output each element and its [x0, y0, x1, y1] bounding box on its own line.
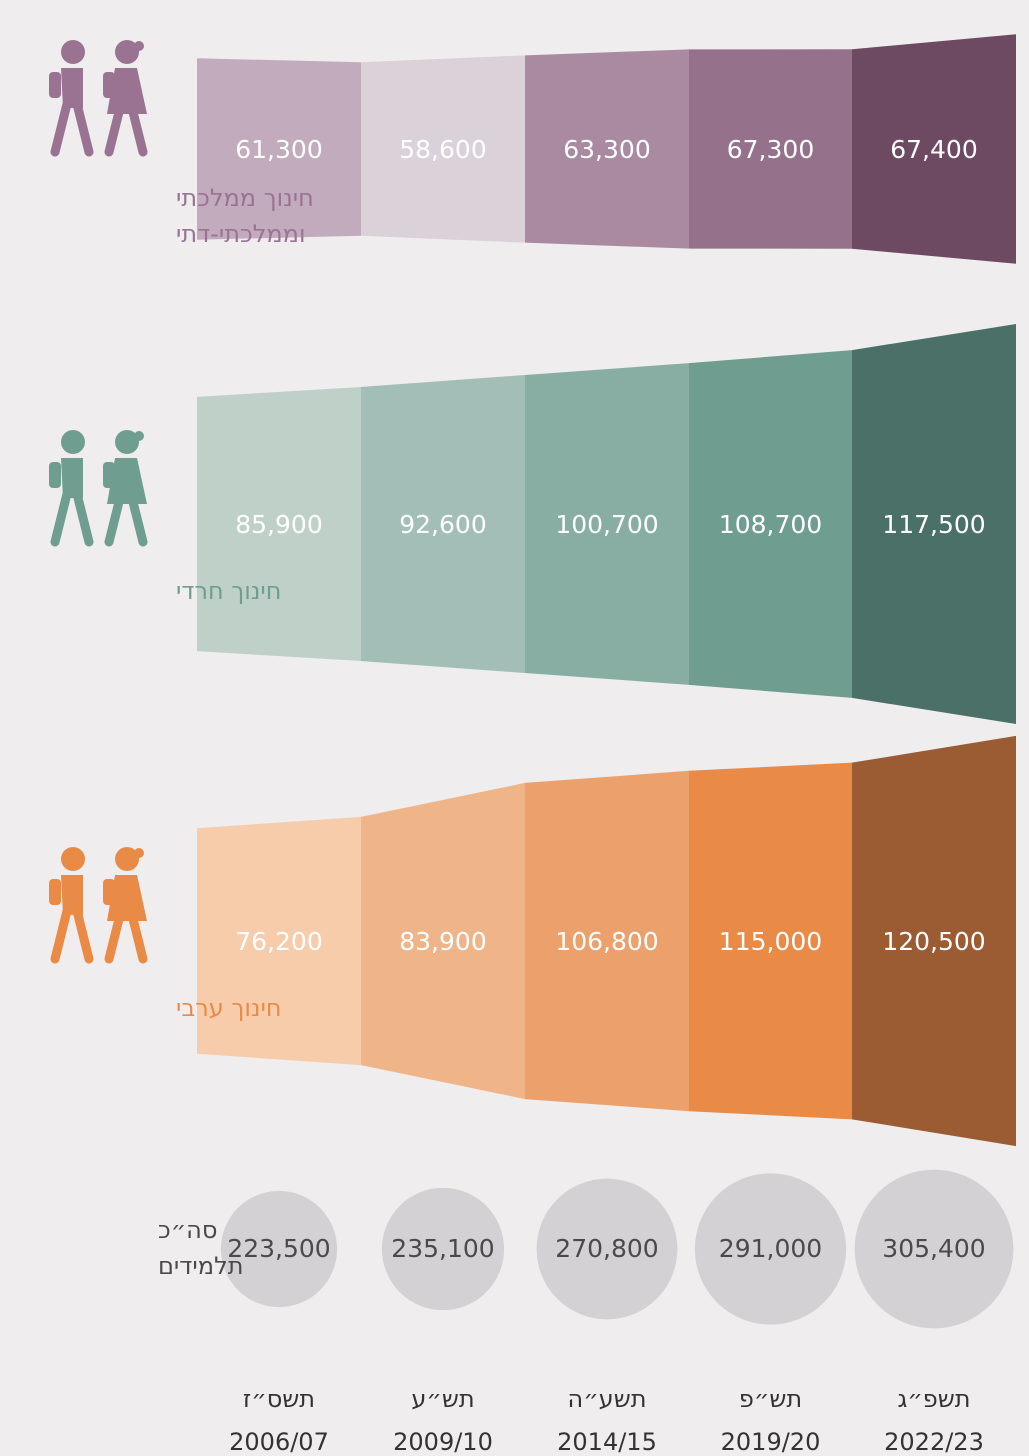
icon-head [61, 40, 85, 64]
icon-backpack [103, 462, 115, 488]
total-circle [381, 1187, 505, 1311]
icon-backpack [49, 72, 61, 98]
band-segment [525, 49, 689, 249]
icon-backpack [103, 72, 115, 98]
total-label: 291,000 [719, 1234, 822, 1263]
value-label: 76,200 [235, 927, 322, 956]
value-label: 108,700 [719, 510, 822, 539]
value-label: 85,900 [235, 510, 322, 539]
icon-leg [104, 489, 126, 547]
x-tick-label: תש״ע [411, 1385, 474, 1413]
band-segment [689, 49, 852, 249]
total-circle [854, 1169, 1014, 1329]
total-circle [220, 1190, 338, 1308]
icon-leg [50, 99, 72, 157]
x-tick-label: תשע״ה [568, 1385, 647, 1413]
x-tick-year: 2022/23 [884, 1428, 984, 1456]
icon-body [61, 458, 83, 498]
total-circle [694, 1173, 847, 1325]
band-segment [197, 816, 361, 1066]
icon-leg [126, 489, 148, 547]
value-label: 106,800 [555, 927, 658, 956]
band-segment [852, 34, 1016, 264]
icon-leg [126, 906, 148, 964]
value-label: 67,300 [727, 135, 814, 164]
x-tick-label: תש״פ [739, 1385, 802, 1413]
total-label: 235,100 [391, 1234, 494, 1263]
total-label: 270,800 [555, 1234, 658, 1263]
band-segment [525, 770, 689, 1112]
band-segment [197, 386, 361, 662]
value-label: 117,500 [882, 510, 985, 539]
band-segment [197, 58, 361, 240]
value-label: 115,000 [719, 927, 822, 956]
icon-body [61, 875, 83, 915]
x-tick-label: תשס״ז [243, 1385, 315, 1413]
student-icon [49, 40, 148, 157]
band-segment [689, 350, 852, 698]
x-tick-year: 2019/20 [721, 1428, 821, 1456]
total-label: 305,400 [882, 1234, 985, 1263]
icon-backpack [49, 879, 61, 905]
series-name: חינוך חרדי [176, 577, 281, 605]
student-icon [49, 430, 148, 547]
icon-head [115, 430, 139, 454]
band-segment [361, 782, 525, 1100]
value-label: 61,300 [235, 135, 322, 164]
series-name: וממלכתי-דתי [176, 220, 306, 248]
value-label: 58,600 [399, 135, 486, 164]
band-segment [361, 55, 525, 243]
x-tick-year: 2009/10 [393, 1428, 493, 1456]
icon-leg [50, 489, 72, 547]
value-label: 120,500 [882, 927, 985, 956]
student-icon [49, 847, 148, 964]
x-tick-label: תשפ״ג [897, 1385, 970, 1413]
icon-leg [50, 906, 72, 964]
series-name: חינוך ערבי [176, 994, 282, 1022]
value-label: 100,700 [555, 510, 658, 539]
icon-head [61, 847, 85, 871]
icon-leg [72, 99, 94, 157]
icon-hair [134, 431, 144, 441]
value-label: 67,400 [890, 135, 977, 164]
band-segment [852, 324, 1016, 724]
icon-leg [72, 906, 94, 964]
series-name: חינוך ממלכתי [176, 184, 314, 212]
band-segment [525, 363, 689, 685]
x-tick-year: 2006/07 [229, 1428, 329, 1456]
value-label: 63,300 [563, 135, 650, 164]
x-tick-year: 2014/15 [557, 1428, 657, 1456]
icon-leg [104, 99, 126, 157]
icon-backpack [49, 462, 61, 488]
icon-head [61, 430, 85, 454]
band-segment [361, 374, 525, 674]
icon-head [115, 40, 139, 64]
icon-leg [126, 99, 148, 157]
value-label: 83,900 [399, 927, 486, 956]
band-segment [852, 735, 1016, 1147]
value-label: 92,600 [399, 510, 486, 539]
total-name: תלמידים [158, 1252, 243, 1280]
icon-head [115, 847, 139, 871]
icon-hair [134, 848, 144, 858]
icon-leg [72, 489, 94, 547]
band-segment [689, 762, 852, 1120]
icon-backpack [103, 879, 115, 905]
total-name: סה״כ [158, 1216, 217, 1244]
total-circle [536, 1178, 678, 1320]
icon-hair [134, 41, 144, 51]
icon-body [61, 68, 83, 108]
total-label: 223,500 [227, 1234, 330, 1263]
icon-leg [104, 906, 126, 964]
